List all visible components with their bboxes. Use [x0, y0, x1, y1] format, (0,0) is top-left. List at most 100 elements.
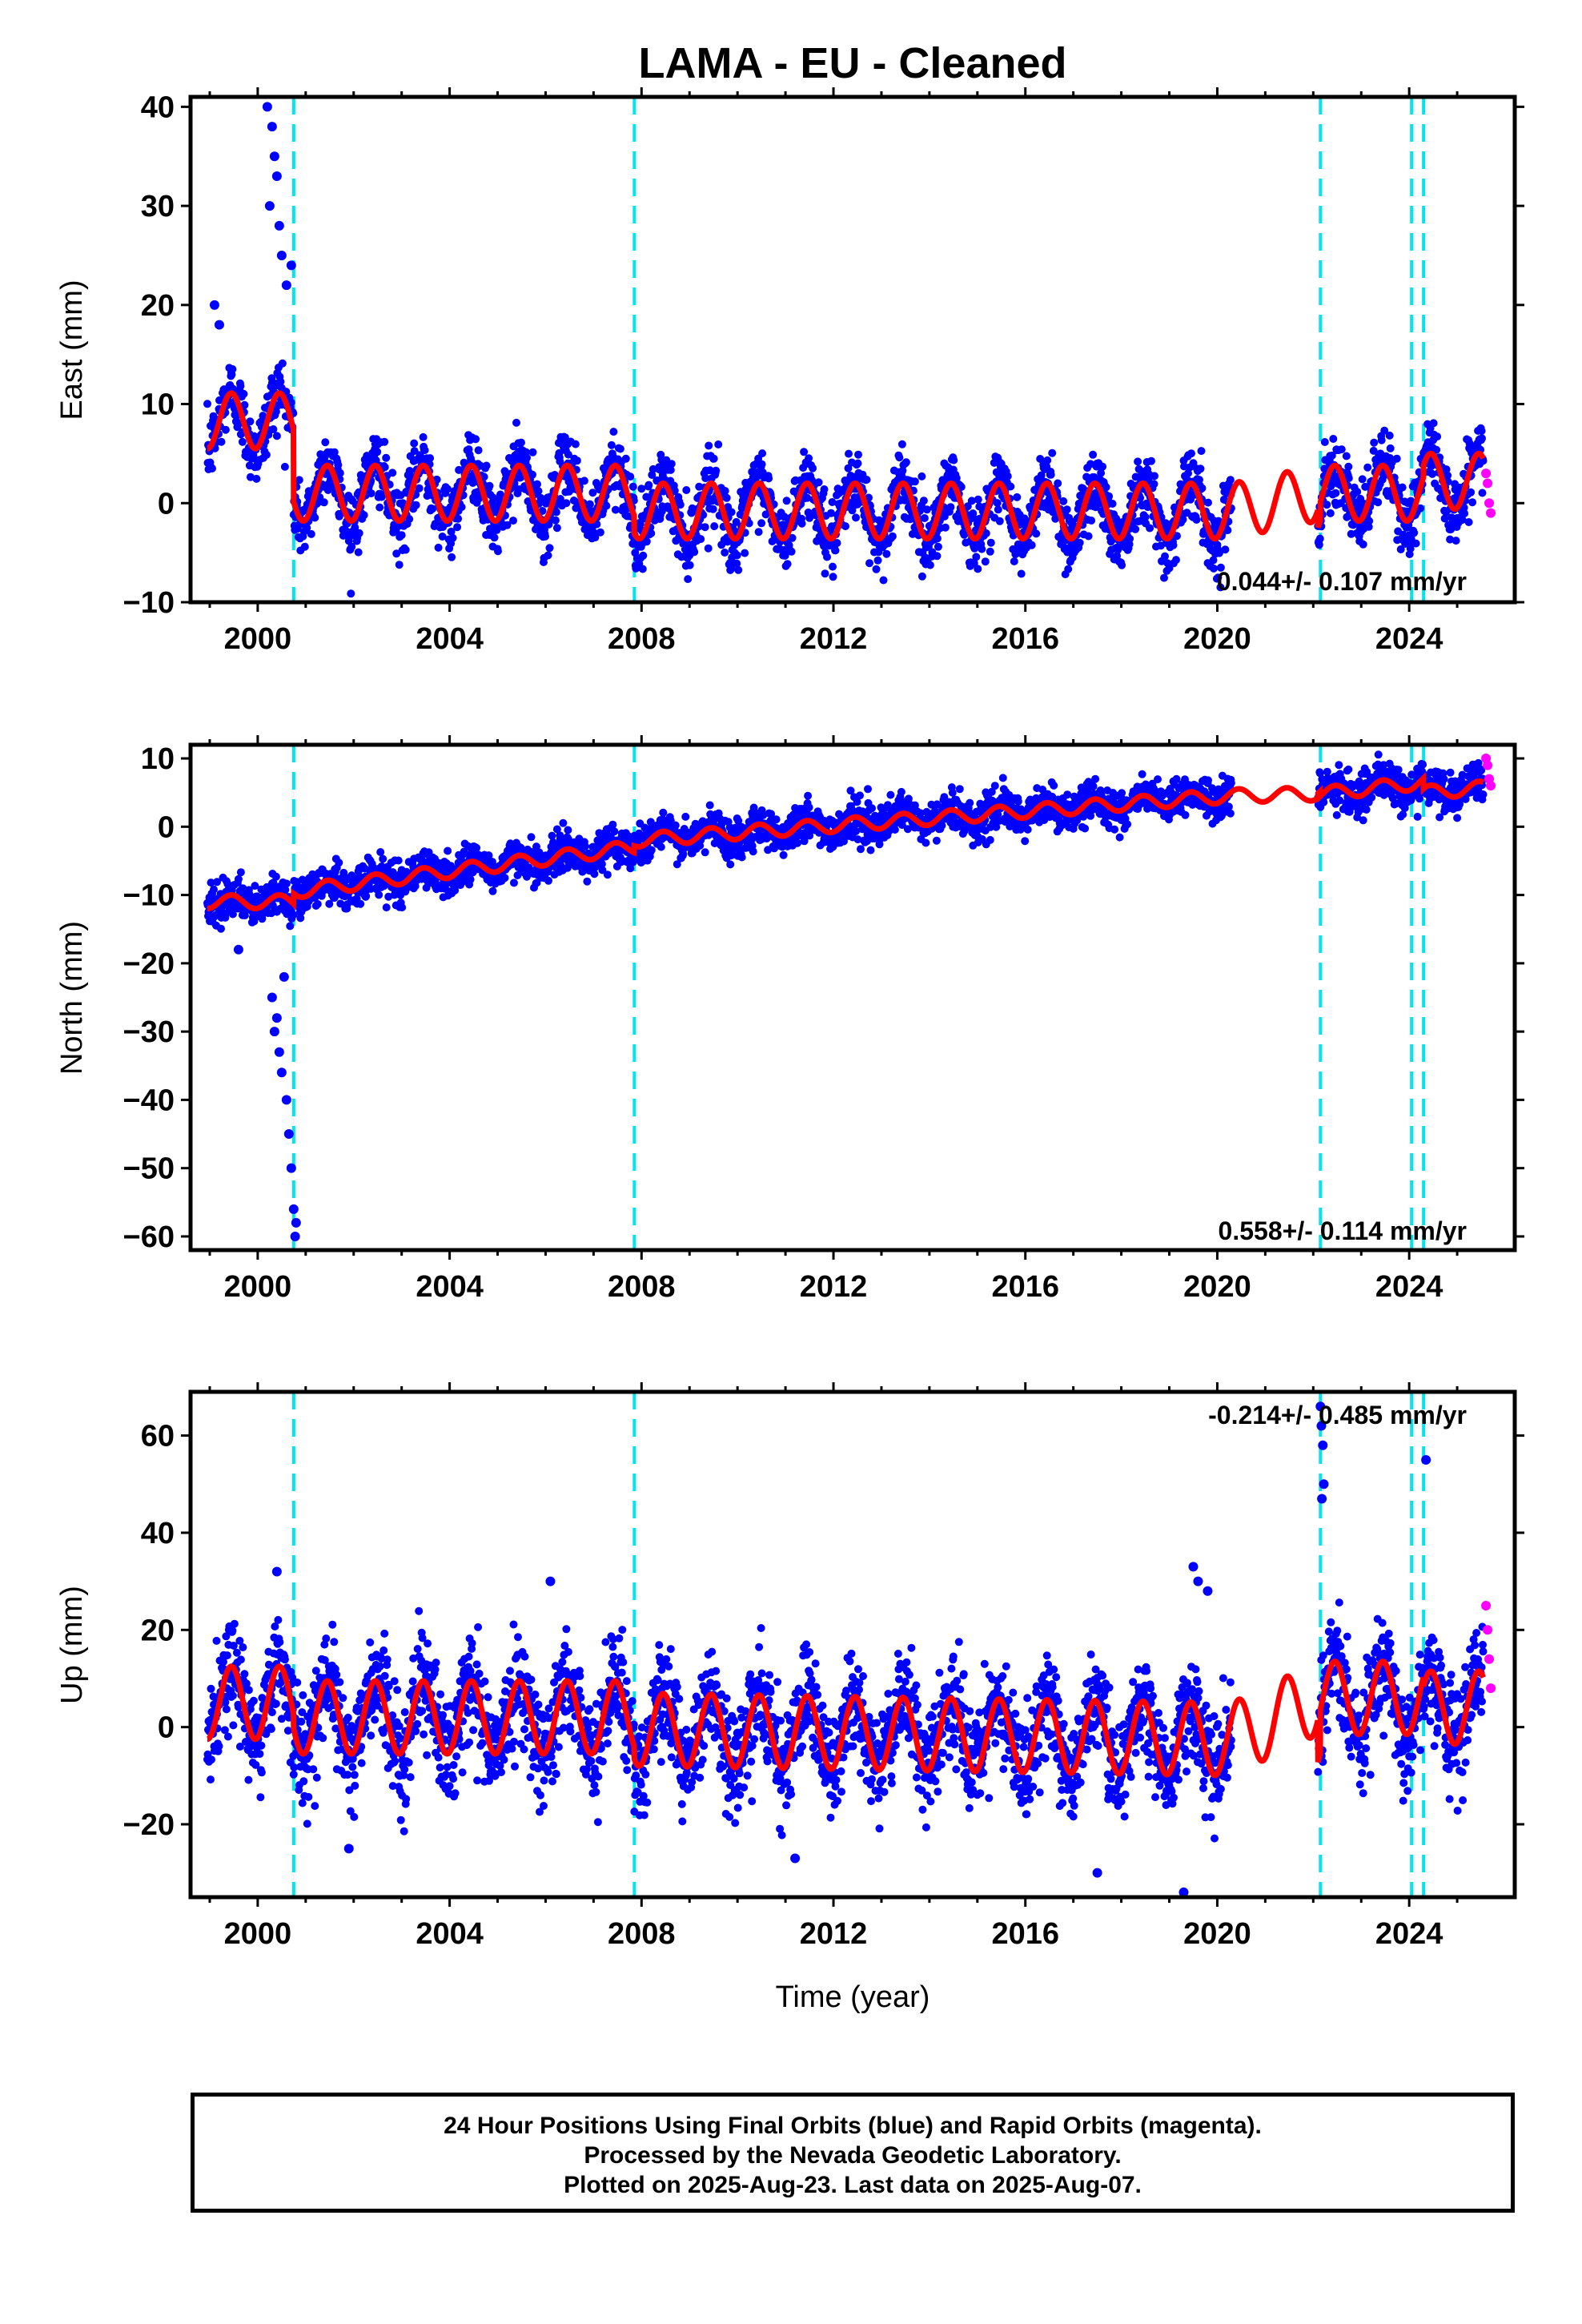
east-rapid-orbit-point — [1483, 478, 1493, 489]
up-y-tick-label: 0 — [158, 1711, 175, 1745]
footer-line-3: Plotted on 2025-Aug-23. Last data on 202… — [564, 2172, 1142, 2198]
up-y-tick-label: 20 — [141, 1614, 175, 1647]
north-outlier-point — [288, 1204, 299, 1214]
east-x-tick-label: 2012 — [800, 622, 868, 656]
east-rapid-orbit-point — [1486, 508, 1496, 518]
east-model-fit — [207, 390, 1486, 542]
east-x-tick-label: 2004 — [416, 622, 484, 656]
north-ticks — [181, 735, 1524, 1260]
east-y-tick-label: 10 — [141, 388, 175, 422]
up-data-points — [203, 1401, 1496, 1897]
figure-title: LAMA - EU - Cleaned — [638, 39, 1066, 87]
north-data-points — [203, 750, 1496, 1241]
north-x-tick-label: 2024 — [1375, 1270, 1443, 1304]
up-outlier-point — [343, 1844, 354, 1854]
east-y-tick-labels: 40 30 20 10 0 −10 — [123, 90, 175, 620]
up-x-tick-label: 2024 — [1375, 1917, 1443, 1951]
east-x-tick-label: 2024 — [1375, 622, 1443, 656]
up-rapid-orbit-point — [1481, 1600, 1492, 1610]
up-outlier-point — [1193, 1576, 1203, 1586]
north-outlier-point — [233, 944, 243, 955]
east-rate-annotation: 0.044+/- 0.107 mm/yr — [1217, 567, 1467, 596]
east-rapid-orbit-point — [1484, 498, 1495, 509]
east-equipment-lines — [291, 97, 1426, 602]
east-outlier-point — [281, 280, 291, 291]
north-outlier-point — [291, 1217, 301, 1228]
north-y-tick-label: −20 — [123, 947, 175, 981]
up-outlier-point — [1203, 1586, 1213, 1596]
up-outlier-point — [271, 1566, 282, 1577]
north-rapid-orbit-point — [1483, 760, 1493, 770]
north-final-orbit-points — [203, 750, 1488, 933]
east-outlier-point — [271, 171, 282, 181]
up-outlier-point — [1316, 1421, 1327, 1431]
north-model-fit-line — [207, 771, 1485, 912]
footer-line-2: Processed by the Nevada Geodetic Laborat… — [584, 2142, 1122, 2169]
north-x-tick-label: 2016 — [991, 1270, 1059, 1304]
east-outlier-point — [269, 151, 279, 162]
x-axis-label: Time (year) — [776, 1980, 930, 2014]
north-x-tick-label: 2000 — [224, 1270, 292, 1304]
east-outlier-point — [262, 102, 272, 112]
footer-caption-box: 24 Hour Positions Using Final Orbits (bl… — [191, 2093, 1515, 2213]
north-plot-frame — [188, 742, 1517, 1252]
north-outlier-point — [271, 1013, 282, 1023]
north-outlier-point — [276, 1068, 287, 1078]
up-rapid-orbit-point — [1483, 1625, 1493, 1635]
north-equipment-lines — [291, 745, 1426, 1250]
east-x-tick-label: 2020 — [1183, 622, 1251, 656]
up-x-tick-label: 2008 — [608, 1917, 676, 1951]
north-y-tick-label: 0 — [158, 810, 175, 844]
up-x-tick-label: 2004 — [416, 1917, 484, 1951]
north-y-tick-label: −50 — [123, 1152, 175, 1186]
north-y-tick-labels: 10 0 −10 −20 −30 −40 −50 −60 — [123, 742, 175, 1254]
north-outlier-point — [290, 1231, 300, 1241]
up-y-tick-label: −20 — [123, 1808, 175, 1842]
north-outlier-point — [269, 1027, 279, 1037]
up-model-fit-line — [207, 1659, 1486, 1779]
up-ticks — [181, 1382, 1524, 1907]
north-x-tick-label: 2004 — [416, 1270, 484, 1304]
up-y-tick-labels: 60 40 20 0 −20 — [123, 1420, 175, 1842]
north-x-tick-labels: 2000 2004 2008 2012 2016 2020 2024 — [224, 1270, 1443, 1304]
north-x-tick-label: 2020 — [1183, 1270, 1251, 1304]
east-y-tick-label: 0 — [158, 487, 175, 521]
north-outlier-point — [281, 1095, 291, 1105]
up-y-tick-label: 40 — [141, 1517, 175, 1550]
north-outlier-point — [279, 971, 289, 982]
east-outlier-point — [209, 300, 219, 310]
east-y-tick-label: −10 — [123, 586, 175, 620]
up-outlier-point — [545, 1576, 556, 1586]
north-y-tick-label: −10 — [123, 879, 175, 913]
east-rapid-orbit-point — [1481, 468, 1492, 479]
east-outlier-point — [286, 260, 296, 271]
north-outlier-point — [267, 992, 277, 1003]
north-y-tick-label: −30 — [123, 1015, 175, 1049]
east-x-tick-labels: 2000 2004 2008 2012 2016 2020 2024 — [224, 622, 1443, 656]
east-x-tick-label: 2000 — [224, 622, 292, 656]
north-rapid-orbit-point — [1486, 781, 1496, 791]
up-x-tick-label: 2000 — [224, 1917, 292, 1951]
north-rate-annotation: 0.558+/- 0.114 mm/yr — [1219, 1216, 1467, 1245]
north-y-tick-label: −60 — [123, 1220, 175, 1254]
north-y-tick-label: 10 — [141, 742, 175, 776]
east-y-tick-label: 20 — [141, 289, 175, 323]
east-x-tick-label: 2008 — [608, 622, 676, 656]
north-y-axis-label: North (mm) — [55, 921, 89, 1075]
up-outlier-point — [1319, 1479, 1329, 1490]
up-outlier-point — [1421, 1454, 1431, 1465]
east-x-tick-label: 2016 — [991, 622, 1059, 656]
up-rapid-orbit-point — [1486, 1683, 1496, 1694]
footer-line-1: 24 Hour Positions Using Final Orbits (bl… — [444, 2113, 1262, 2139]
north-x-tick-label: 2008 — [608, 1270, 676, 1304]
up-outlier-point — [1092, 1868, 1102, 1878]
east-outlier-point — [267, 122, 277, 132]
east-outlier-point — [276, 250, 287, 260]
up-y-tick-label: 60 — [141, 1420, 175, 1454]
up-outlier-point — [1315, 1401, 1326, 1412]
up-outlier-point — [790, 1853, 801, 1864]
north-y-tick-label: −40 — [123, 1084, 175, 1117]
north-outlier-point — [286, 1163, 296, 1173]
east-y-tick-label: 30 — [141, 190, 175, 223]
